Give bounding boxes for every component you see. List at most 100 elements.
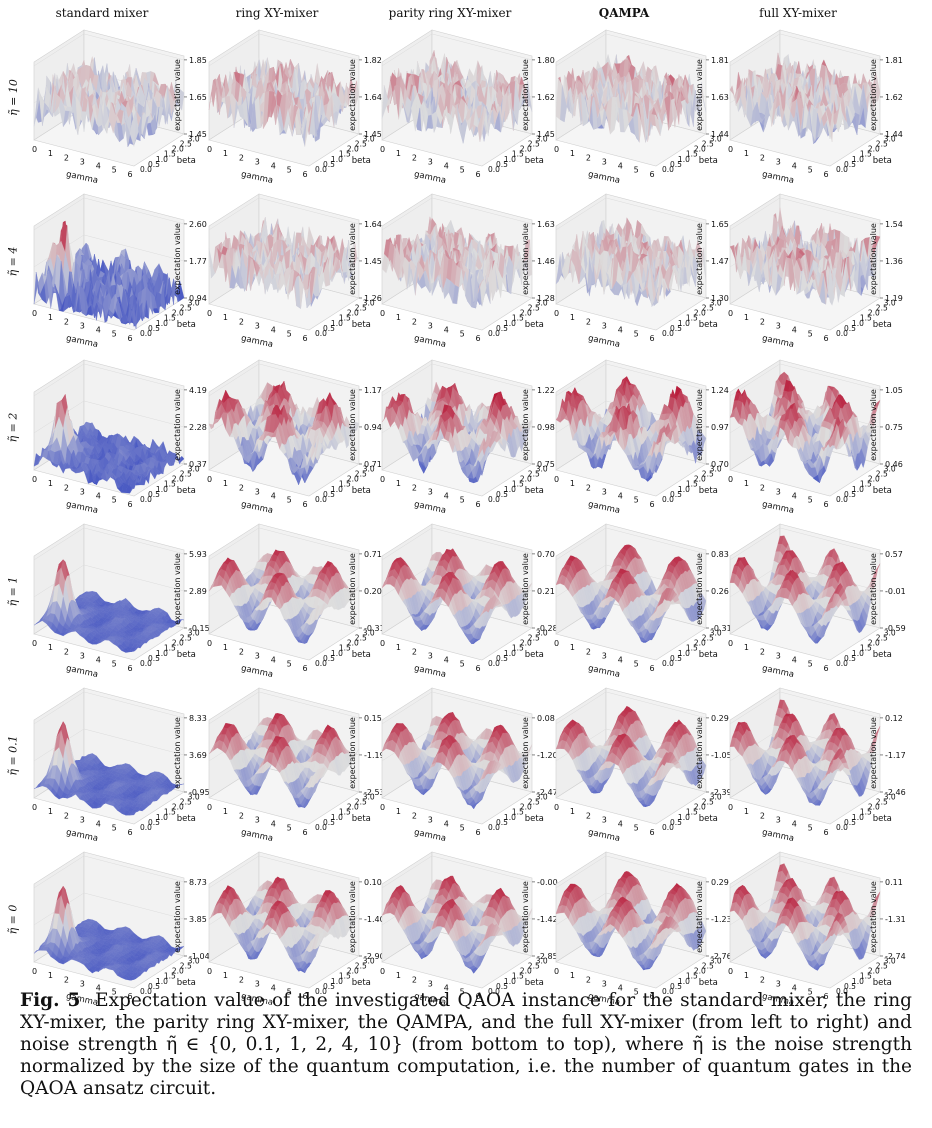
x-tick-label: 2 [239,317,244,326]
y-tick-label: 1.0 [852,155,864,164]
x-tick-label: 6 [650,170,655,179]
x-tick-label: 2 [64,153,69,162]
y-axis-label: beta [352,156,371,166]
z-tick-label: 1.64 [364,220,382,229]
column-title: full XY-mixer [759,6,837,20]
y-tick-label: 2.0 [868,145,880,154]
row-label: η̃ = 4 [6,246,20,276]
y-tick-label: 1.5 [164,150,176,159]
x-tick-label: 6 [476,334,481,343]
y-tick-label: 3.0 [710,134,722,143]
y-tick-label: 0.0 [488,165,500,174]
x-tick-label: 6 [824,170,829,179]
x-tick-label: 1 [48,313,53,322]
surface-plot: 0 1 2 3 4 5 6gamma0.00.51.01.52.02.53.0beta1.2… [207,193,382,350]
y-tick-label: 2.5 [702,140,714,149]
x-tick-label: 5 [287,166,292,175]
y-tick-label: 0.5 [496,160,508,169]
y-tick-label: 0.0 [315,329,327,338]
x-axis-label: gamma [240,334,274,351]
surface-mesh [381,216,533,309]
x-tick-label: 6 [303,334,308,343]
x-axis-label: gamma [240,170,274,187]
z-tick-label: 2.60 [189,220,207,229]
surface-cell [129,304,137,329]
x-tick-label: 4 [271,326,276,335]
grid-line [555,197,607,231]
x-tick-label: 3 [255,157,260,166]
grid-line [779,33,881,61]
z-tick-label: 1.45 [364,257,382,266]
grid-line [258,197,360,225]
x-tick-label: 0 [207,309,212,318]
grid-line [605,33,707,61]
y-tick-label: 1.5 [860,150,872,159]
x-tick-label: 5 [460,330,465,339]
x-axis-label: gamma [587,170,621,187]
y-tick-label: 2.0 [172,145,184,154]
x-tick-label: 3 [428,157,433,166]
y-axis-label: beta [177,156,196,166]
grid-line [381,197,433,231]
x-tick-label: 1 [396,149,401,158]
y-tick-label: 1.5 [164,314,176,323]
y-tick-label: 0.0 [140,329,152,338]
y-tick-label: 0.0 [315,165,327,174]
x-tick-label: 0 [554,145,559,154]
y-axis-label: beta [699,156,718,166]
surface-cell [651,106,659,120]
y-tick-label: 1.0 [504,155,516,164]
grid-line [208,33,260,67]
surface-cell [129,110,137,147]
surface-mesh [33,220,185,329]
y-tick-label: 0.5 [670,160,682,169]
x-tick-label: 3 [255,321,260,330]
z-tick-label: 1.62 [885,93,903,102]
y-axis-label: beta [525,320,544,330]
z-tick-label: 1.77 [189,257,207,266]
z-axis-label: expectation value [869,59,878,131]
grid-line [33,197,85,231]
y-tick-label: 2.5 [180,304,192,313]
y-tick-label: 0.5 [323,160,335,169]
surface-mesh [33,56,185,148]
y-tick-label: 3.0 [536,298,548,307]
y-tick-label: 2.5 [355,304,367,313]
surface-mesh [555,217,707,308]
z-axis-label: expectation value [695,59,704,131]
x-tick-label: 4 [96,326,101,335]
x-tick-label: 0 [207,145,212,154]
x-tick-label: 0 [32,309,37,318]
x-tick-label: 4 [792,162,797,171]
y-tick-label: 0.5 [323,324,335,333]
y-tick-label: 1.0 [156,319,168,328]
grid-line [555,33,607,67]
x-tick-label: 6 [476,170,481,179]
z-tick-label: 1.85 [189,56,207,65]
surface-plot: 0 1 2 3 4 5 6gamma0.00.51.01.52.02.53.0beta1.4… [207,29,382,186]
y-tick-label: 0.0 [488,329,500,338]
y-tick-label: 2.0 [347,145,359,154]
x-tick-label: 6 [128,170,133,179]
z-tick-label: 1.26 [364,294,382,303]
x-tick-label: 6 [128,334,133,343]
x-tick-label: 0 [380,145,385,154]
column-title: ring XY-mixer [235,6,319,20]
grid-line [431,33,533,61]
y-tick-label: 1.5 [686,150,698,159]
x-axis-label: gamma [65,334,99,351]
z-axis-label: expectation value [348,59,357,131]
z-axis-label: expectation value [173,223,182,295]
surface-plot: 0 1 2 3 4 5 6gamma0.00.51.01.52.02.53.0beta1.4… [728,29,903,186]
x-tick-label: 4 [96,162,101,171]
z-tick-label: 1.81 [885,56,903,65]
y-tick-label: 1.5 [339,150,351,159]
grid-line [258,33,360,61]
y-tick-label: 3.0 [188,134,200,143]
x-tick-label: 5 [634,166,639,175]
surface-mesh [555,54,707,143]
x-tick-label: 2 [412,153,417,162]
y-tick-label: 0.0 [140,165,152,174]
grid-line [381,33,433,67]
y-tick-label: 2.0 [347,309,359,318]
